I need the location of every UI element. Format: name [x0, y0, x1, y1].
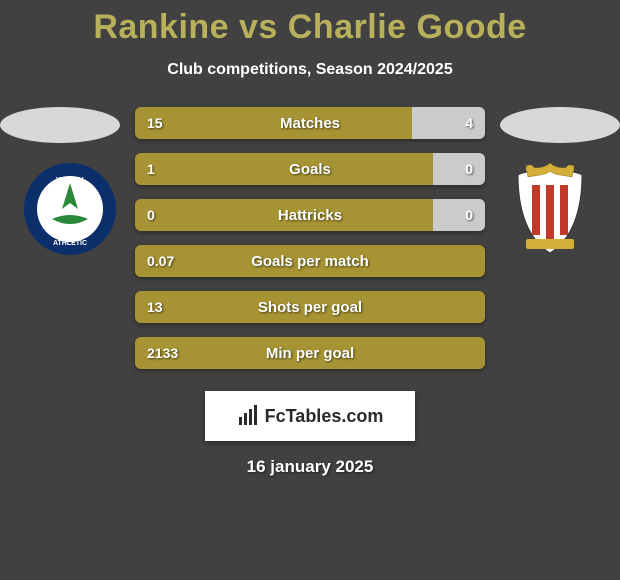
- brand-text: FcTables.com: [265, 406, 384, 427]
- stat-right-value: 0: [465, 199, 473, 231]
- stat-label: Goals: [135, 153, 485, 185]
- stat-label: Shots per goal: [135, 291, 485, 323]
- subtitle: Club competitions, Season 2024/2025: [0, 61, 620, 79]
- stat-bars: 15Matches41Goals00Hattricks00.07Goals pe…: [135, 107, 485, 369]
- stat-label: Hattricks: [135, 199, 485, 231]
- wigan-badge-icon: WIGAN ATHLETIC: [22, 161, 118, 257]
- page-title: Rankine vs Charlie Goode: [0, 0, 620, 47]
- stat-right-value: 4: [465, 107, 473, 139]
- svg-text:WIGAN: WIGAN: [56, 176, 84, 185]
- stat-label: Matches: [135, 107, 485, 139]
- stat-row: 2133Min per goal: [135, 337, 485, 369]
- stat-right-value: 0: [465, 153, 473, 185]
- fctables-logo-icon: [237, 405, 259, 427]
- player-oval-right: [500, 107, 620, 143]
- title-text: Rankine vs Charlie Goode: [93, 8, 526, 46]
- stat-label: Goals per match: [135, 245, 485, 277]
- club-badge-left: WIGAN ATHLETIC: [22, 161, 118, 257]
- stat-row: 0Hattricks0: [135, 199, 485, 231]
- player-oval-left: [0, 107, 120, 143]
- svg-text:ATHLETIC: ATHLETIC: [53, 240, 87, 247]
- stat-row: 15Matches4: [135, 107, 485, 139]
- stat-label: Min per goal: [135, 337, 485, 369]
- stevenage-badge-icon: [502, 161, 598, 257]
- stat-row: 1Goals0: [135, 153, 485, 185]
- stat-row: 0.07Goals per match: [135, 245, 485, 277]
- comparison-content: WIGAN ATHLETIC 15Matches41Goals00Hattric…: [0, 107, 620, 369]
- brand-footer: FcTables.com: [205, 391, 415, 441]
- generated-date: 16 january 2025: [0, 457, 620, 477]
- stat-row: 13Shots per goal: [135, 291, 485, 323]
- club-badge-right: [502, 161, 598, 257]
